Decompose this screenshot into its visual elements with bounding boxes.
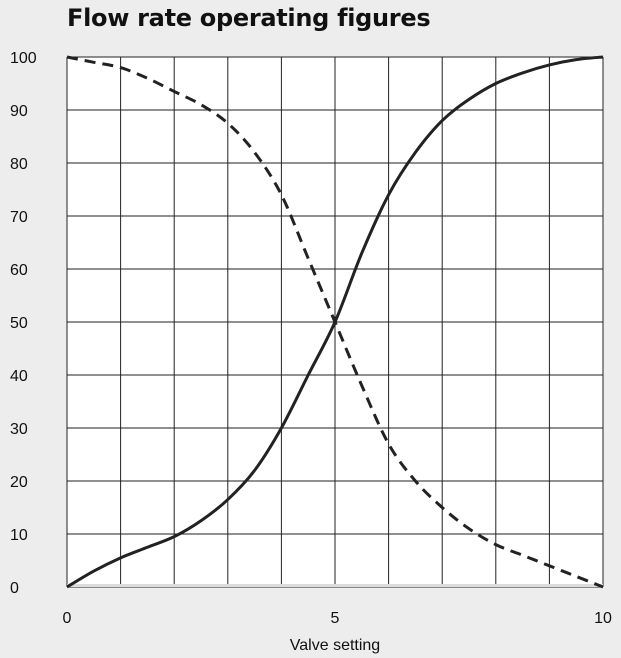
x-axis-label: Valve setting [290,637,380,654]
y-tick-label: 30 [10,421,28,438]
y-tick-label: 0 [10,580,19,597]
series-lines [66,55,604,589]
x-axis-ticks: 0 5 10 [63,610,612,627]
y-tick-label: 10 [10,527,28,544]
y-tick-label: 80 [10,156,28,173]
x-tick-label: 0 [63,610,72,627]
plot-baseline [67,584,603,587]
y-tick-label: 90 [10,103,28,120]
y-tick-label: 50 [10,315,28,332]
grid [66,56,604,588]
chart-title: Flow rate operating figures [67,4,431,32]
y-tick-label: 20 [10,474,28,491]
y-tick-label: 100 [10,50,37,67]
x-tick-label: 5 [331,610,340,627]
y-tick-label: 60 [10,262,28,279]
series-line-dashed [66,55,604,589]
y-tick-label: 40 [10,368,28,385]
y-tick-label: 70 [10,209,28,226]
y-axis-ticks: 0 10 20 30 40 50 60 70 80 90 100 [10,50,37,597]
x-tick-label: 10 [594,610,612,627]
